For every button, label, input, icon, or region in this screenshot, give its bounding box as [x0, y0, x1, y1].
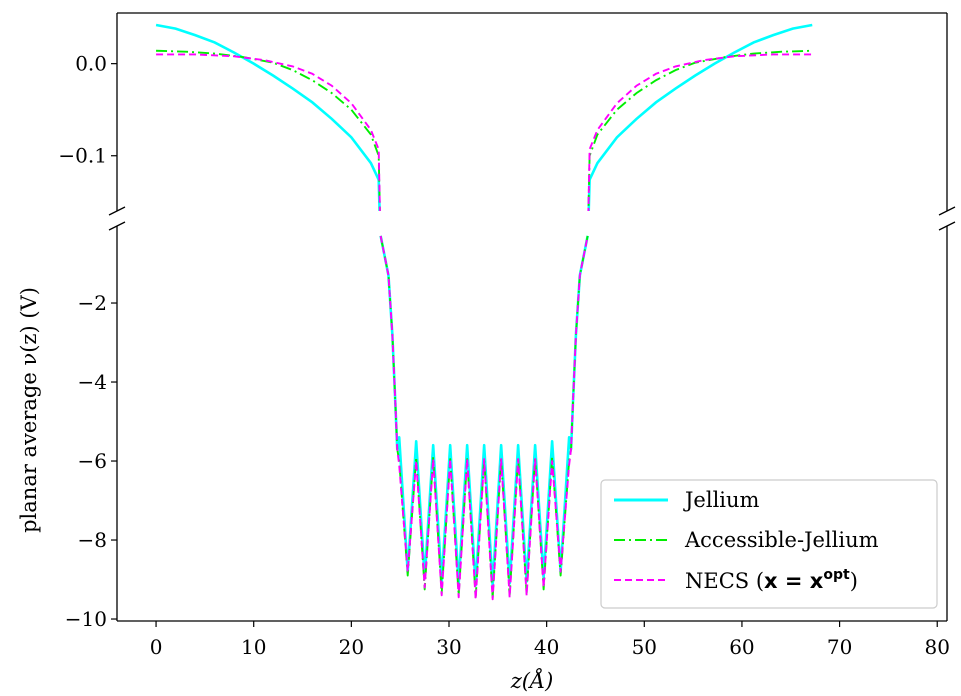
series-line-2-bottom: [379, 235, 589, 601]
axis-break-marks: [108, 206, 956, 231]
y-tick-label: −6: [78, 449, 107, 473]
x-tick-label: 30: [436, 635, 461, 659]
top-panel-frame: [116, 12, 948, 211]
y-axis-label: planar average ν(z) (V): [17, 287, 41, 533]
y-tick-label: −10: [65, 607, 107, 631]
x-tick-label: 0: [150, 635, 163, 659]
series-line-2-top-left: [156, 53, 381, 211]
x-axis-label: z(Å): [510, 668, 554, 693]
x-tick-label: 60: [729, 635, 754, 659]
x-tick-label: 20: [339, 635, 364, 659]
legend-box: [600, 479, 938, 609]
bottom-panel-frame: [116, 226, 948, 622]
series-line-1-top-right: [587, 49, 813, 211]
legend-label-accessible-jellium: Accessible-Jellium: [684, 528, 879, 552]
series-line-2-top-right: [587, 53, 813, 211]
top-plot-area: [155, 23, 813, 211]
series-line-1-bottom: [379, 235, 589, 599]
x-tick-label: 80: [925, 635, 950, 659]
series-line-1-top-left: [156, 49, 381, 211]
x-tick-label: 70: [827, 635, 852, 659]
y-tick-label: −2: [78, 291, 107, 315]
legend-label-necs: NECS (x = xopt): [685, 567, 858, 593]
bottom-plot-area: [379, 235, 589, 601]
x-tick-label: 40: [534, 635, 559, 659]
y-tick-label: −4: [78, 370, 107, 394]
series-line-0-bottom: [379, 235, 589, 587]
x-tick-label: 10: [241, 635, 266, 659]
y-tick-label: 0.0: [75, 52, 107, 76]
series-line-0-top-right: [587, 23, 813, 211]
legend-label-jellium: Jellium: [683, 488, 760, 512]
y-tick-label: −8: [78, 528, 107, 552]
series-line-0-top-left: [155, 23, 381, 211]
legend: Jellium Accessible-Jellium NECS (x = xop…: [600, 479, 938, 609]
axes-ticks: 0 10 20 30 40 50 60 70 80 0.0 −0.1 −2 −4 −6 −8 −10: [58, 52, 950, 659]
y-tick-label: −0.1: [58, 144, 107, 168]
x-tick-label: 50: [632, 635, 657, 659]
